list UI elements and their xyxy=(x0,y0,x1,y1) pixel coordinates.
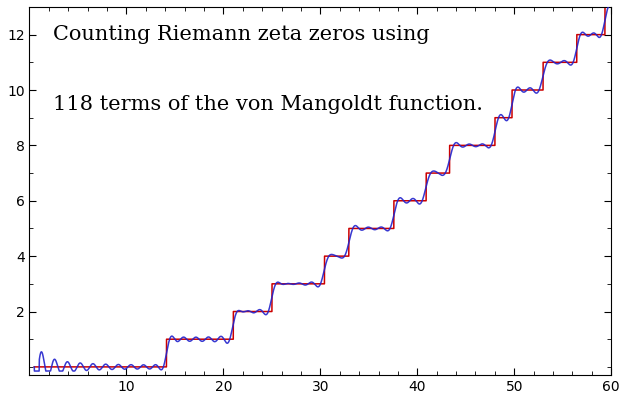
Text: Counting Riemann zeta zeros using: Counting Riemann zeta zeros using xyxy=(53,25,429,45)
Text: 118 terms of the von Mangoldt function.: 118 terms of the von Mangoldt function. xyxy=(53,95,483,114)
